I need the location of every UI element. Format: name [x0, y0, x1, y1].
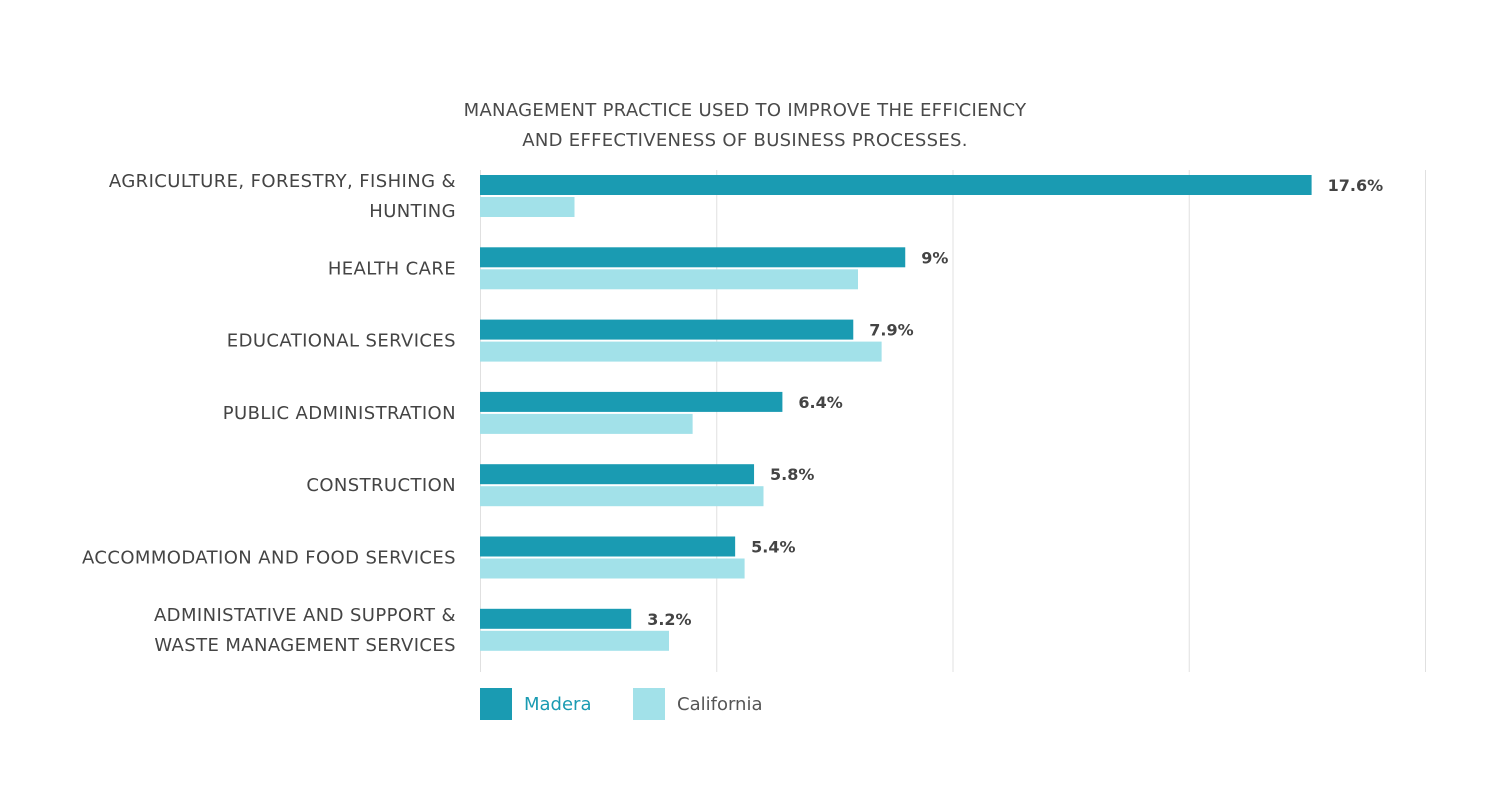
- chart-title: MANAGEMENT PRACTICE USED TO IMPROVE THE …: [464, 100, 1027, 151]
- value-label: 7.9%: [869, 321, 913, 340]
- bar-california: [480, 197, 575, 217]
- bar-california: [480, 413, 693, 434]
- bar-california: [480, 341, 882, 362]
- chart-title-line: AND EFFECTIVENESS OF BUSINESS PROCESSES.: [522, 130, 968, 151]
- bar-madera: [480, 464, 755, 485]
- bar-california: [480, 630, 669, 651]
- legend-label-california: California: [677, 694, 762, 715]
- category-label: CONSTRUCTION: [306, 475, 456, 496]
- value-label: 6.4%: [798, 393, 842, 412]
- value-label: 3.2%: [647, 610, 691, 629]
- bar-california: [480, 269, 858, 290]
- value-labels: 17.6% 9% 7.9% 6.4% 5.8% 5.4% 3.2%: [647, 176, 1383, 629]
- value-label: 17.6%: [1328, 176, 1384, 195]
- value-label: 5.8%: [770, 465, 814, 484]
- value-label: 9%: [921, 248, 948, 267]
- bar-madera: [480, 175, 1312, 195]
- bar-madera: [480, 536, 736, 557]
- bar-california: [480, 558, 745, 579]
- bar-madera: [480, 247, 906, 268]
- category-label: WASTE MANAGEMENT SERVICES: [154, 635, 456, 656]
- category-label: EDUCATIONAL SERVICES: [227, 331, 456, 352]
- category-label: HUNTING: [369, 201, 456, 222]
- bar-madera: [480, 391, 783, 412]
- chart-title-line: MANAGEMENT PRACTICE USED TO IMPROVE THE …: [464, 100, 1027, 121]
- legend: Madera California: [480, 688, 762, 720]
- category-label: PUBLIC ADMINISTRATION: [223, 403, 456, 424]
- bars: [480, 175, 1312, 651]
- category-label: ADMINISTATIVE AND SUPPORT &: [154, 605, 456, 626]
- value-label: 5.4%: [751, 538, 795, 557]
- category-label: HEALTH CARE: [328, 258, 456, 279]
- category-label: AGRICULTURE, FORESTRY, FISHING &: [109, 171, 456, 192]
- category-label: ACCOMMODATION AND FOOD SERVICES: [82, 548, 456, 569]
- bar-madera: [480, 608, 632, 629]
- legend-label-madera: Madera: [524, 694, 592, 715]
- category-labels: AGRICULTURE, FORESTRY, FISHING & HUNTING H…: [82, 171, 456, 656]
- bar-california: [480, 486, 764, 507]
- bar-madera: [480, 319, 854, 340]
- legend-swatch-madera: [480, 688, 512, 720]
- legend-swatch-california: [633, 688, 665, 720]
